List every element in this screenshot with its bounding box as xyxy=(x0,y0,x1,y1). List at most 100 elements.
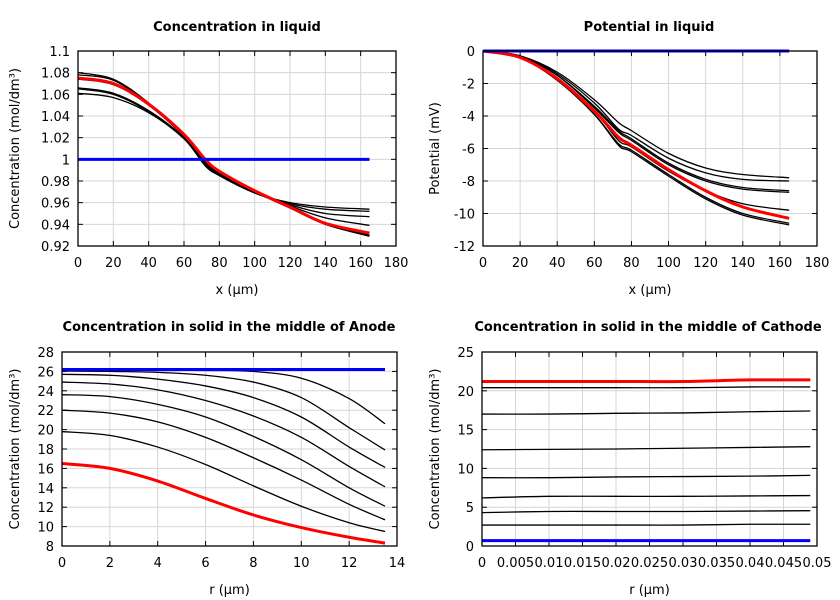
x-tick-label: 0 xyxy=(479,256,487,271)
series-line-2 xyxy=(482,50,790,182)
y-tick-label: 1.04 xyxy=(41,110,70,125)
y-tick-label: 25 xyxy=(457,346,474,361)
series-line-5 xyxy=(61,394,386,507)
y-tick-label: 1.06 xyxy=(41,88,70,103)
y-tick-label: 0.98 xyxy=(41,175,70,190)
y-tick-label: -4 xyxy=(462,110,475,125)
x-tick-label: 12 xyxy=(341,556,358,571)
x-tick-label: 80 xyxy=(623,256,640,271)
series-line-8 xyxy=(482,49,790,220)
x-tick-label: 120 xyxy=(693,256,718,271)
x-tick-label: 100 xyxy=(242,256,267,271)
y-tick-label: 1 xyxy=(62,153,70,168)
y-tick-label: 26 xyxy=(37,365,54,380)
y-tick-label: 20 xyxy=(37,424,54,439)
y-tick-label: 16 xyxy=(37,462,54,477)
y-tick-label: -2 xyxy=(462,78,475,93)
series-line-8 xyxy=(61,462,386,545)
y-axis-label: Potential (mV) xyxy=(428,102,443,195)
chart-1: 0 20 40 60 80 100 120 140 160 180 0.92 0.94 0.96 0.98… xyxy=(8,20,408,298)
series-line-2 xyxy=(481,510,811,514)
chart-4: 0 0.005 0.01 0.015 0.02 0.025 0.03 0.035 0.04 0.0… xyxy=(428,320,831,598)
plot-frame xyxy=(61,351,398,547)
series-line-8 xyxy=(481,378,811,384)
x-axis-label: r (µm) xyxy=(209,583,250,598)
x-tick-label: 100 xyxy=(656,256,681,271)
series-line-4 xyxy=(482,50,790,194)
y-tick-label: 18 xyxy=(37,443,54,458)
x-tick-label: 20 xyxy=(105,256,122,271)
series-line-6 xyxy=(481,410,811,415)
plot-frame xyxy=(77,50,397,247)
y-tick-label: -6 xyxy=(462,143,475,158)
series-line-4 xyxy=(61,381,386,488)
y-tick-label: 28 xyxy=(37,346,54,361)
y-tick-label: 10 xyxy=(37,521,54,536)
x-tick-label: 140 xyxy=(730,256,755,271)
y-axis-label: Concentration (mol/dm³) xyxy=(8,369,23,530)
y-tick-label: 22 xyxy=(37,404,54,419)
series-line-2 xyxy=(61,370,386,451)
x-tick-label: 160 xyxy=(348,256,373,271)
x-tick-label: 60 xyxy=(176,256,193,271)
x-tick-label: 0.03 xyxy=(669,556,698,571)
chart-title: Concentration in solid in the middle of … xyxy=(63,320,396,335)
x-tick-label: 0.01 xyxy=(535,556,564,571)
x-tick-label: 0.02 xyxy=(602,556,631,571)
series-line-7 xyxy=(61,430,386,533)
x-tick-label: 0.025 xyxy=(631,556,668,571)
y-tick-label: 24 xyxy=(37,385,54,400)
x-axis-label: x (µm) xyxy=(216,283,259,298)
y-tick-label: 1.02 xyxy=(41,132,70,147)
x-tick-label: 20 xyxy=(512,256,529,271)
x-tick-label: 0.005 xyxy=(497,556,534,571)
chart-title: Potential in liquid xyxy=(584,20,715,35)
chart-3: 0 2 4 6 8 10 12 14810121416182022242628Concentr… xyxy=(8,320,405,598)
y-tick-label: 0.96 xyxy=(41,197,70,212)
y-tick-label: 5 xyxy=(466,501,474,516)
x-tick-label: 6 xyxy=(201,556,209,571)
x-tick-label: 120 xyxy=(278,256,303,271)
x-tick-label: 40 xyxy=(549,256,566,271)
x-tick-label: 0.04 xyxy=(736,556,765,571)
plot-frame xyxy=(482,50,818,247)
x-tick-label: 60 xyxy=(586,256,603,271)
plot-frame xyxy=(481,351,818,547)
y-tick-label: 1.1 xyxy=(49,45,70,60)
x-tick-label: 10 xyxy=(293,556,310,571)
y-tick-label: 0 xyxy=(467,45,475,60)
y-tick-label: 10 xyxy=(457,462,474,477)
x-tick-label: 0 xyxy=(74,256,82,271)
x-tick-label: 180 xyxy=(805,256,830,271)
y-tick-label: 12 xyxy=(37,501,54,516)
y-tick-label: 15 xyxy=(457,424,474,439)
series-line-5 xyxy=(481,446,811,451)
x-axis-label: r (µm) xyxy=(629,583,670,598)
chart-title: Concentration in liquid xyxy=(153,20,321,35)
y-tick-label: 1.08 xyxy=(41,67,70,82)
x-tick-label: 160 xyxy=(767,256,792,271)
x-tick-label: 140 xyxy=(313,256,338,271)
x-tick-label: 0 xyxy=(58,556,66,571)
y-tick-label: 0 xyxy=(466,540,474,555)
chart-2: 0 20 40 60 80 100 120 140 160 180 -12 -10 -8 -6 -4 -2 0 P… xyxy=(428,20,829,298)
x-tick-label: 0 xyxy=(478,556,486,571)
x-tick-label: 0.045 xyxy=(765,556,802,571)
y-axis-label: Concentration (mol/dm³) xyxy=(428,369,443,530)
y-tick-label: -10 xyxy=(454,208,475,223)
y-tick-label: 0.94 xyxy=(41,218,70,233)
x-tick-label: 0.035 xyxy=(698,556,735,571)
x-tick-label: 180 xyxy=(384,256,409,271)
x-tick-label: 40 xyxy=(140,256,157,271)
x-tick-label: 0.015 xyxy=(564,556,601,571)
series-line-7 xyxy=(482,386,811,389)
y-tick-label: -8 xyxy=(462,175,475,190)
y-tick-label: 8 xyxy=(46,540,54,555)
series-line-1 xyxy=(482,523,811,526)
x-tick-label: 80 xyxy=(211,256,228,271)
x-axis-label: x (µm) xyxy=(629,283,672,298)
y-axis-label: Concentration (mol/dm³) xyxy=(8,68,23,229)
series-line-7 xyxy=(77,76,370,235)
x-tick-label: 0.05 xyxy=(803,556,832,571)
